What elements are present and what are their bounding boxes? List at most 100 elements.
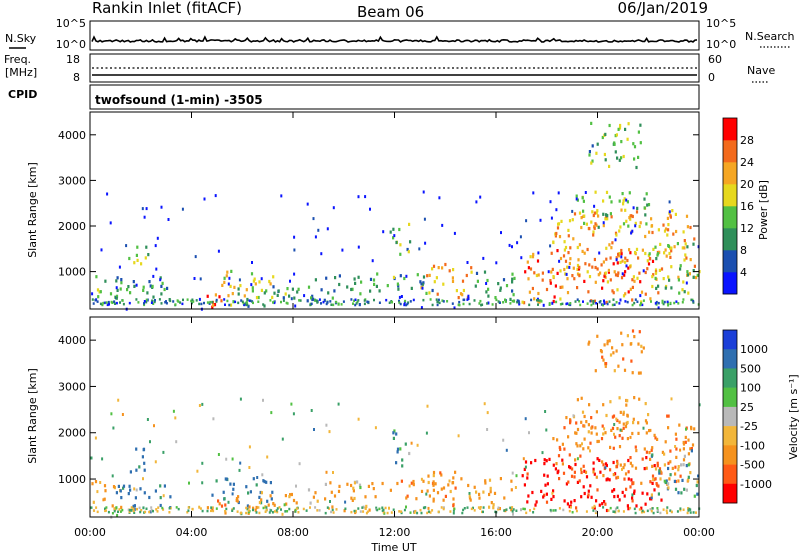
range-gate-cell: [295, 501, 298, 505]
range-gate-cell: [239, 397, 242, 401]
range-gate-cell: [366, 510, 369, 513]
range-gate-cell: [142, 506, 145, 510]
range-gate-cell: [575, 197, 578, 201]
range-gate-cell: [631, 229, 634, 233]
range-gate-cell: [569, 421, 572, 425]
range-gate-cell: [554, 467, 557, 471]
range-gate-cell: [647, 203, 651, 207]
range-gate-cell: [428, 291, 431, 295]
range-gate-cell: [555, 208, 558, 212]
range-gate-cell: [660, 267, 664, 271]
range-gate-cell: [618, 396, 621, 400]
range-gate-cell: [143, 468, 146, 472]
range-gate-cell: [432, 264, 436, 268]
range-gate-cell: [693, 264, 696, 268]
range-gate-cell: [292, 412, 295, 416]
range-gate-cell: [568, 465, 571, 469]
range-gate-cell: [382, 230, 385, 234]
range-gate-cell: [559, 269, 562, 273]
range-gate-cell: [112, 426, 115, 430]
range-gate-cell: [596, 267, 599, 271]
range-gate-cell: [487, 301, 490, 305]
range-gate-cell: [152, 509, 154, 513]
range-gate-cell: [621, 436, 624, 440]
range-gate-cell: [655, 482, 658, 486]
range-gate-cell: [596, 334, 599, 338]
range-gate-cell: [181, 207, 184, 211]
range-gate-cell: [626, 420, 629, 425]
range-gate-cell: [622, 294, 626, 298]
range-gate-cell: [624, 127, 627, 131]
range-gate-cell: [572, 414, 575, 418]
range-gate-cell: [619, 123, 622, 128]
range-gate-cell: [159, 276, 162, 280]
range-gate-cell: [469, 498, 472, 502]
range-gate-cell: [669, 301, 672, 305]
range-gate-cell: [398, 301, 401, 304]
range-gate-cell: [658, 467, 662, 471]
range-gate-cell: [251, 300, 254, 303]
range-gate-cell: [344, 500, 347, 504]
range-gate-cell: [318, 509, 321, 512]
range-gate-cell: [651, 284, 654, 289]
range-gate-cell: [358, 483, 362, 487]
range-gate-cell: [224, 511, 227, 515]
range-gate-cell: [622, 154, 625, 159]
range-gate-cell: [584, 191, 587, 194]
range-gate-cell: [92, 500, 95, 504]
range-gate-cell: [673, 479, 676, 483]
range-gate-cell: [142, 288, 145, 292]
range-gate-cell: [357, 245, 360, 249]
range-gate-cell: [559, 297, 562, 301]
range-gate-cell: [396, 481, 399, 486]
range-gate-cell: [576, 298, 579, 301]
range-gate-cell: [346, 482, 349, 486]
range-gate-cell: [557, 191, 560, 195]
range-gate-cell: [276, 510, 279, 514]
nsky-left-tick-bottom: 10^0: [56, 38, 86, 51]
range-gate-cell: [132, 280, 135, 284]
range-gate-cell: [451, 276, 454, 280]
range-gate-cell: [682, 458, 686, 462]
range-gate-cell: [606, 217, 609, 221]
range-gate-cell: [687, 291, 690, 295]
range-gate-cell: [512, 512, 514, 516]
range-gate-cell: [590, 121, 593, 125]
range-gate-cell: [692, 300, 695, 303]
range-gate-cell: [552, 437, 555, 441]
range-gate-cell: [294, 304, 297, 308]
range-gate-cell: [400, 510, 403, 513]
range-gate-cell: [654, 271, 658, 275]
range-gate-cell: [338, 282, 341, 287]
range-gate-cell: [269, 282, 272, 286]
range-gate-cell: [677, 278, 680, 282]
range-gate-cell: [606, 280, 609, 284]
range-gate-cell: [335, 300, 338, 304]
range-gate-cell: [374, 426, 377, 430]
range-gate-cell: [539, 218, 542, 222]
range-gate-cell: [115, 296, 118, 300]
range-gate-cell: [160, 302, 163, 305]
range-gate-cell: [353, 277, 356, 281]
range-gate-cell: [232, 487, 235, 491]
range-gate-cell: [580, 216, 583, 220]
range-gate-cell: [564, 259, 568, 263]
range-gate-cell: [269, 494, 272, 498]
range-gate-cell: [685, 488, 688, 492]
range-gate-cell: [566, 291, 570, 295]
range-gate-cell: [656, 461, 659, 465]
range-gate-cell: [629, 287, 632, 291]
range-gate-cell: [686, 270, 689, 274]
range-gate-cell: [211, 305, 214, 309]
range-gate-cell: [313, 428, 315, 431]
range-gate-cell: [115, 491, 118, 495]
range-gate-cell: [160, 292, 163, 296]
range-gate-cell: [683, 487, 686, 491]
range-gate-cell: [144, 256, 147, 260]
colorbar-tick-label: 24: [740, 156, 754, 169]
range-gate-cell: [160, 284, 163, 288]
range-gate-cell: [404, 299, 407, 303]
range-gate-cell: [627, 458, 630, 463]
range-gate-cell: [616, 494, 619, 498]
range-gate-cell: [502, 301, 505, 304]
